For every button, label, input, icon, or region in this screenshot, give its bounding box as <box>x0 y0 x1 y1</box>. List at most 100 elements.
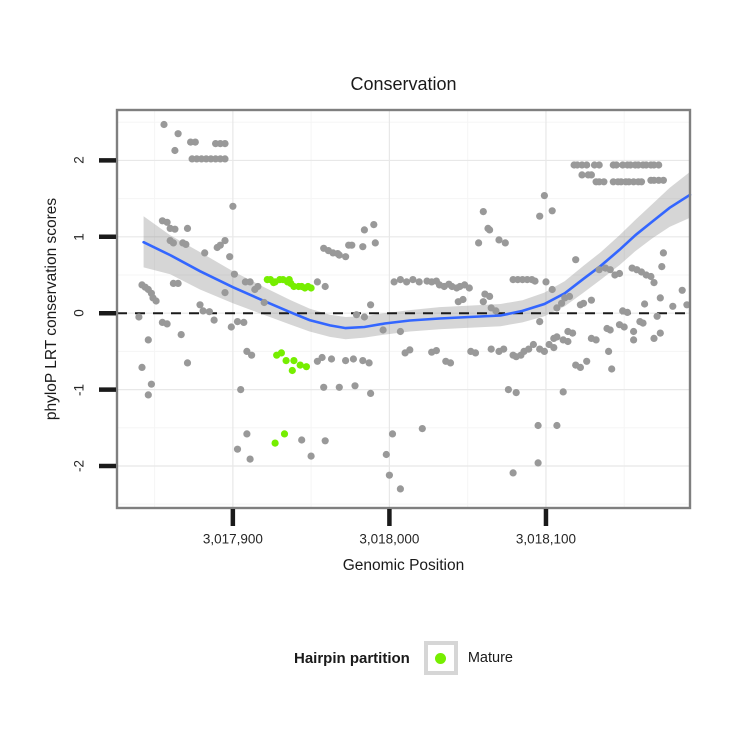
data-point <box>163 218 171 226</box>
data-point <box>359 357 367 365</box>
data-point <box>240 318 248 326</box>
data-point <box>335 383 343 391</box>
data-point <box>475 239 483 247</box>
data-point <box>583 357 591 365</box>
data-point <box>210 316 218 324</box>
data-point <box>669 302 677 310</box>
data-point <box>237 386 245 394</box>
data-point <box>512 389 520 397</box>
data-point <box>623 308 632 316</box>
data-point <box>396 485 404 493</box>
y-tick-label: 1 <box>71 233 87 241</box>
data-point <box>254 282 262 291</box>
data-point <box>683 301 691 309</box>
data-point <box>248 351 256 359</box>
data-point <box>534 421 542 430</box>
data-point <box>659 176 668 184</box>
data-point <box>540 192 549 200</box>
data-point <box>199 307 207 315</box>
data-point <box>500 345 508 353</box>
data-point <box>201 249 209 257</box>
data-point <box>147 380 155 388</box>
data-point <box>486 226 494 234</box>
data-point <box>174 279 182 287</box>
data-point <box>605 347 613 355</box>
data-point <box>382 450 390 459</box>
data-point <box>320 383 328 391</box>
data-point <box>559 388 567 396</box>
data-point <box>553 333 561 341</box>
data-point <box>659 249 668 257</box>
data-point <box>196 301 204 309</box>
legend-label-mature: Mature <box>467 650 513 666</box>
data-point <box>565 292 574 300</box>
data-point <box>572 256 580 264</box>
data-point <box>390 278 398 286</box>
data-point <box>183 224 192 232</box>
legend-key-box <box>423 641 458 675</box>
y-tick-label: 2 <box>71 156 87 165</box>
data-point <box>160 120 168 129</box>
data-point <box>606 266 614 274</box>
data-point <box>135 313 143 321</box>
data-point <box>542 278 550 286</box>
data-point <box>260 298 268 307</box>
data-point <box>352 311 361 319</box>
data-point <box>504 386 512 394</box>
data-point <box>144 336 152 344</box>
data-point <box>495 236 503 244</box>
data-point <box>171 225 179 233</box>
data-point <box>318 353 326 362</box>
mature-point <box>302 363 310 371</box>
data-point <box>144 391 152 399</box>
data-point <box>595 161 603 169</box>
data-point <box>227 323 235 331</box>
data-point <box>576 363 585 371</box>
mature-point <box>288 366 296 375</box>
data-point <box>615 269 624 278</box>
data-point <box>486 292 494 300</box>
data-point <box>163 320 171 328</box>
data-point <box>509 469 517 477</box>
data-point <box>650 334 658 342</box>
data-point <box>501 239 509 247</box>
data-point <box>403 278 411 286</box>
chart-title: Conservation <box>350 74 457 94</box>
mature-point <box>280 430 289 438</box>
data-point <box>396 327 404 336</box>
mature-point <box>277 349 285 357</box>
data-point <box>569 329 577 337</box>
data-point <box>487 345 495 353</box>
data-point <box>492 307 500 315</box>
mature-point <box>290 357 298 365</box>
data-point <box>540 347 549 355</box>
data-point <box>321 282 329 291</box>
x-tick-label: 3,018,000 <box>359 531 420 547</box>
mature-point <box>282 357 290 365</box>
data-point <box>138 363 146 371</box>
data-point <box>230 270 238 278</box>
data-point <box>620 323 628 331</box>
data-point <box>529 340 538 349</box>
y-tick-label: -1 <box>71 383 87 396</box>
data-point <box>531 277 539 285</box>
data-point <box>406 346 414 354</box>
data-point <box>233 445 242 453</box>
data-point <box>342 357 350 365</box>
data-point <box>465 284 473 292</box>
data-point <box>171 146 179 155</box>
data-point <box>592 336 600 344</box>
data-point <box>446 359 455 367</box>
y-axis-title: phyloP LRT conservation scores <box>43 197 60 421</box>
data-point <box>536 212 544 220</box>
data-point <box>637 178 646 186</box>
data-point <box>630 336 638 344</box>
data-point <box>656 294 664 302</box>
data-point <box>608 365 616 373</box>
data-point <box>348 241 356 249</box>
data-point <box>379 326 387 334</box>
data-point <box>536 318 544 326</box>
data-point <box>587 171 596 179</box>
data-point <box>351 382 359 390</box>
data-point <box>152 297 160 305</box>
